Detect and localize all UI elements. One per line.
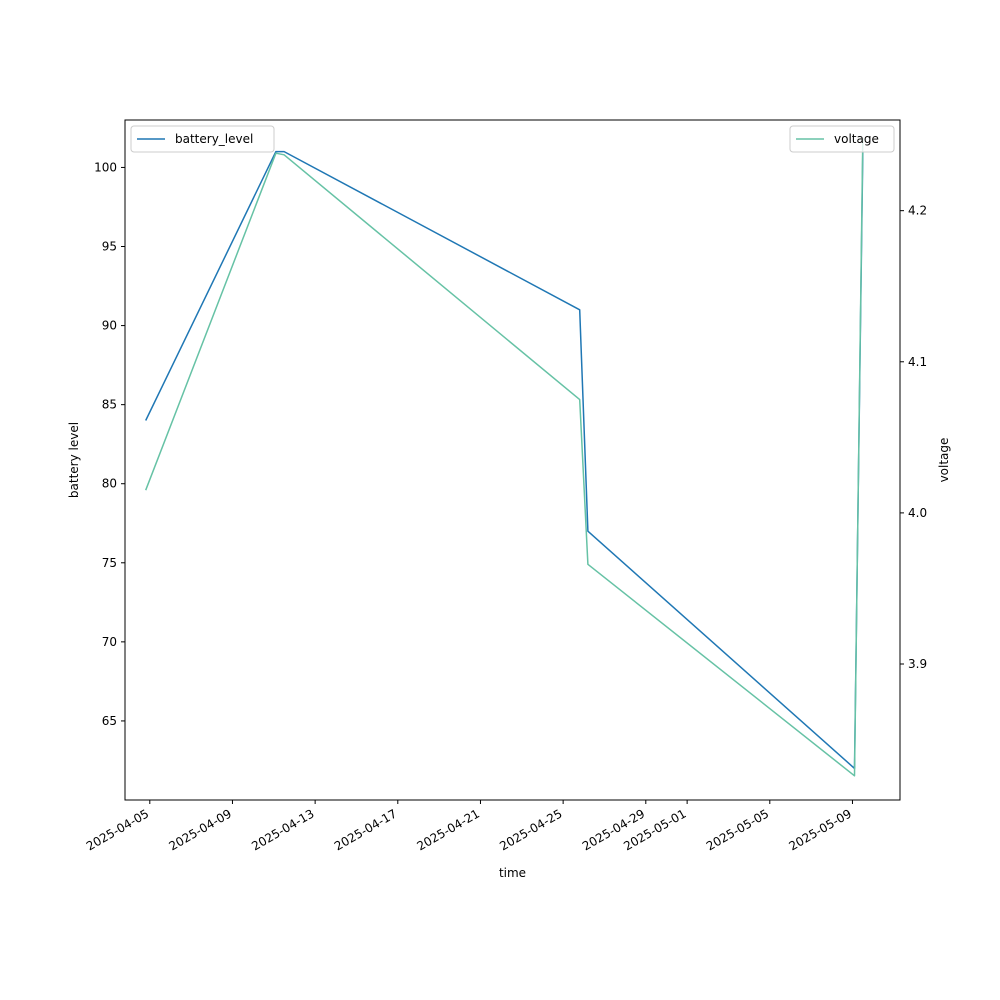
y-tick-label: 70 [102, 635, 117, 649]
y2-tick-label: 4.1 [908, 355, 927, 369]
x-axis-label: time [499, 866, 526, 880]
left-y-axis-label: battery level [67, 422, 81, 498]
legend-box [130, 125, 275, 153]
legend-box [789, 125, 895, 153]
y-tick-label: 75 [102, 556, 117, 570]
left-y-axis-ticks: 65 70 75 80 85 90 95 100 [94, 160, 125, 728]
legend-label-battery-level: battery_level [175, 132, 253, 146]
legend-voltage: voltage [789, 125, 895, 153]
y-tick-label: 90 [102, 319, 117, 333]
y2-tick-label: 3.9 [908, 657, 927, 671]
legend-label-voltage: voltage [834, 132, 879, 146]
y-tick-label: 100 [94, 160, 117, 174]
right-y-axis-label: voltage [937, 438, 951, 483]
y2-tick-label: 4.2 [908, 204, 927, 218]
y-tick-label: 65 [102, 714, 117, 728]
y-tick-label: 95 [102, 240, 117, 254]
series-line-voltage [145, 138, 864, 777]
y-tick-label: 80 [102, 477, 117, 491]
plot-lines [145, 138, 864, 777]
y2-tick-label: 4.0 [908, 506, 927, 520]
legend-battery-level: battery_level [130, 125, 275, 153]
right-y-axis-ticks: 3.9 4.0 4.1 4.2 [900, 204, 927, 671]
y-tick-label: 85 [102, 398, 117, 412]
plot-frame [124, 119, 901, 801]
